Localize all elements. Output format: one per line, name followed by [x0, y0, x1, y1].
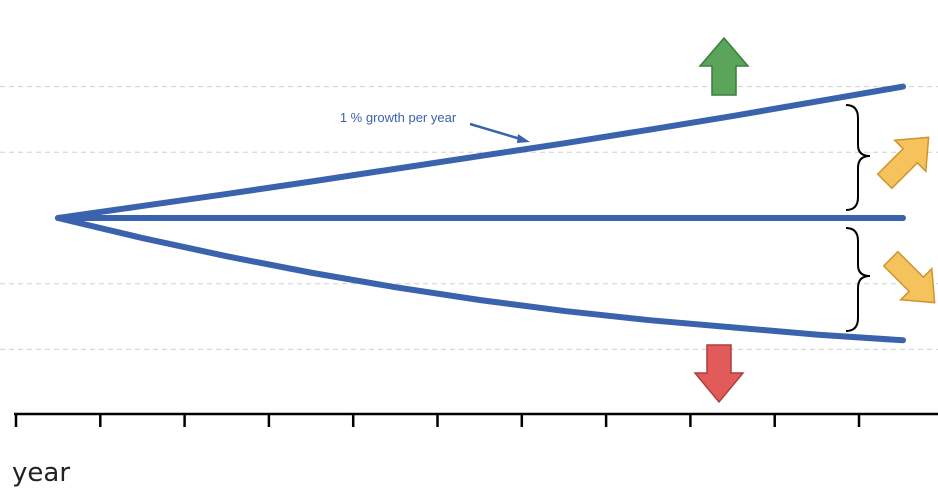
diagonal-up-arrow-icon: [876, 136, 930, 190]
x-axis-label: year: [12, 458, 71, 488]
lower-brace: [845, 227, 871, 332]
up-arrow-icon: [698, 36, 750, 96]
x-axis: [14, 412, 938, 427]
down-arrow-icon: [693, 344, 745, 404]
diagonal-down-arrow-icon: [882, 250, 936, 304]
series-line-1: [55, 83, 906, 221]
series-line-3: [55, 215, 906, 344]
upper-brace: [845, 104, 871, 211]
annotation-pointer: [469, 122, 530, 143]
series-lines: [55, 83, 906, 344]
growth-annotation: 1 % growth per year: [340, 110, 457, 125]
grid-lines: [0, 86, 938, 350]
